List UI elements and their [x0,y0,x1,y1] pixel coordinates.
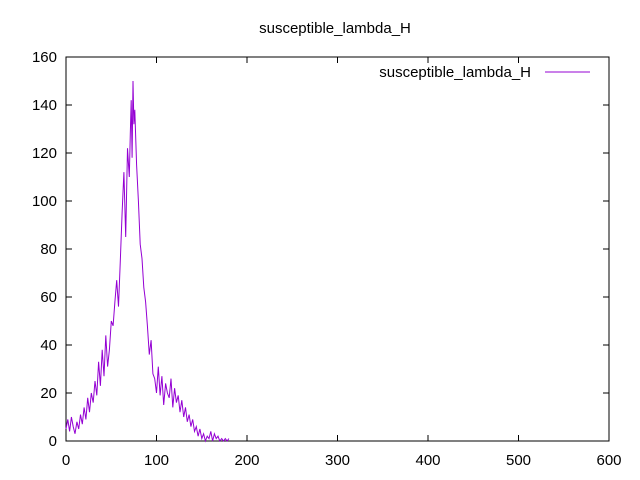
x-tick-label: 600 [596,452,621,469]
chart-title: susceptible_lambda_H [259,20,411,37]
legend-label: susceptible_lambda_H [379,64,531,81]
series-layer [65,80,230,443]
plot-frame [65,56,610,442]
y-tick-label: 20 [40,385,57,402]
axis-ticks: 0 100 200 300 400 500 600 0 20 40 60 80 100 120 140 160 [32,49,622,469]
x-tick-label: 500 [506,452,531,469]
series-line [65,80,230,443]
y-tick-label: 140 [32,97,57,114]
x-tick-label: 400 [415,452,440,469]
x-tick-label: 200 [234,452,259,469]
y-tick-label: 60 [40,289,57,306]
y-tick-label: 0 [49,433,57,450]
x-tick-label: 0 [62,452,70,469]
x-tick-label: 300 [325,452,350,469]
y-tick-label: 80 [40,241,57,258]
x-tick-label: 100 [144,452,169,469]
y-tick-label: 40 [40,337,57,354]
legend: susceptible_lambda_H [379,64,590,81]
y-tick-label: 160 [32,49,57,66]
y-tick-label: 100 [32,193,57,210]
y-tick-label: 120 [32,145,57,162]
